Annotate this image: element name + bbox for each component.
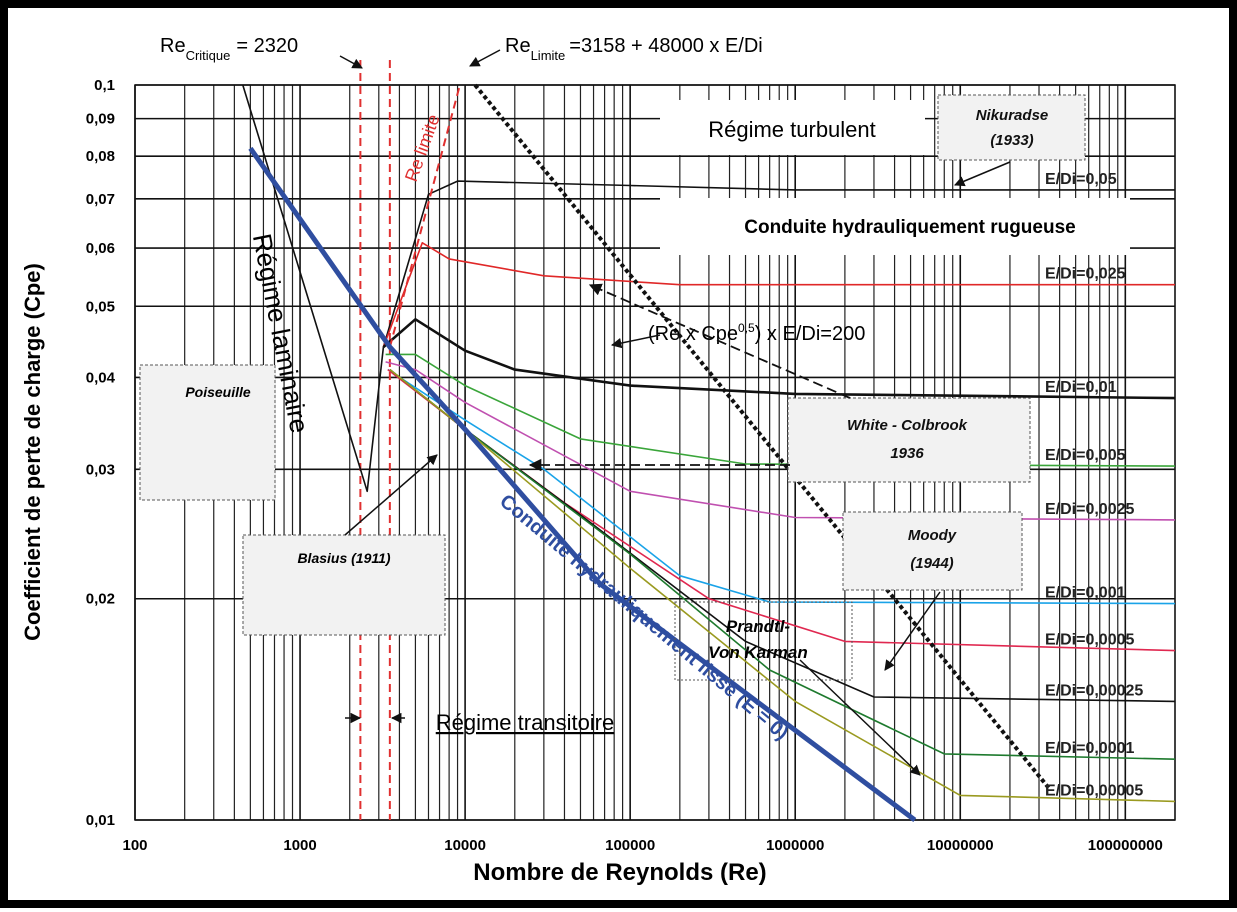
curve-label: E/Di=0,00005 bbox=[1045, 782, 1143, 799]
x-tick-label: 100000000 bbox=[1088, 837, 1163, 854]
sub: Critique bbox=[186, 48, 231, 63]
nikuradse-year: (1933) bbox=[990, 132, 1033, 149]
curve-label: E/Di=0,00025 bbox=[1045, 682, 1143, 699]
y-tick-label: 0,02 bbox=[86, 591, 115, 608]
sup: 0,5 bbox=[738, 321, 755, 335]
curve-label: E/Di=0,005 bbox=[1045, 447, 1126, 464]
formula: =3158 + 48000 x E/Di bbox=[569, 35, 762, 57]
curve-label: E/Di=0,0005 bbox=[1045, 632, 1135, 649]
arrow bbox=[954, 161, 1011, 187]
box bbox=[660, 100, 925, 155]
rugueuse: Conduite hydrauliquement rugueuse bbox=[744, 217, 1075, 238]
poiseuille: Poiseuille bbox=[185, 384, 251, 400]
box bbox=[787, 397, 1031, 483]
y-tick-label: 0,06 bbox=[86, 240, 115, 257]
arrow bbox=[588, 283, 851, 399]
blasius: Blasius (1911) bbox=[297, 550, 390, 566]
arrow bbox=[339, 55, 363, 69]
white-colbrook-year: 1936 bbox=[890, 445, 924, 462]
base: (Re x Cpe bbox=[648, 323, 738, 345]
curve-label: E/Di=0,001 bbox=[1045, 585, 1126, 602]
x-axis-title: Nombre de Reynolds (Re) bbox=[473, 859, 766, 886]
arrow bbox=[799, 659, 921, 776]
arrow bbox=[610, 334, 661, 349]
white-colbrook: White - Colbrook bbox=[847, 417, 968, 434]
re: Re bbox=[160, 35, 186, 57]
boundary-label: (Re x Cpe0,5) x E/Di=200 bbox=[648, 321, 865, 345]
plot-frame bbox=[134, 84, 1176, 821]
x-tick-label: 100 bbox=[122, 837, 147, 854]
x-tick-label: 100000 bbox=[605, 837, 655, 854]
von-karman: Von Karman bbox=[708, 643, 808, 662]
curve bbox=[382, 242, 1175, 348]
regime-turbulent: Régime turbulent bbox=[708, 117, 876, 142]
curve bbox=[248, 146, 917, 822]
y-tick-label: 0,01 bbox=[86, 812, 115, 829]
arrow bbox=[469, 49, 501, 67]
x-tick-label: 10000000 bbox=[927, 837, 994, 854]
nikuradse: Nikuradse bbox=[976, 107, 1049, 124]
moody-year: (1944) bbox=[910, 555, 953, 572]
re: Re bbox=[505, 35, 531, 57]
box bbox=[242, 534, 446, 636]
y-axis-title: Coefficient de perte de charge (Cpe) bbox=[20, 263, 45, 641]
regime-transitoire: Régime transitoire bbox=[436, 710, 615, 735]
y-tick-label: 0,1 bbox=[94, 77, 115, 94]
y-tick-label: 0,05 bbox=[86, 298, 115, 315]
prandtl: Prandtl- bbox=[726, 617, 791, 636]
curve bbox=[242, 84, 385, 493]
y-tick-label: 0,07 bbox=[86, 191, 115, 208]
y-tick-label: 0,04 bbox=[86, 369, 116, 386]
box bbox=[937, 94, 1086, 161]
re-limite: ReLimite =3158 + 48000 x E/Di bbox=[505, 35, 763, 63]
y-tick-label: 0,08 bbox=[86, 148, 115, 165]
box bbox=[842, 511, 1023, 591]
annotations: ReCritique = 2320 ReLimite =3158 + 48000 x… bbox=[20, 35, 1143, 886]
sub: Limite bbox=[531, 48, 566, 63]
box bbox=[139, 364, 276, 501]
x-tick-label: 1000 bbox=[283, 837, 316, 854]
curve-label: E/Di=0,01 bbox=[1045, 379, 1117, 396]
box bbox=[674, 601, 853, 681]
arrow bbox=[344, 454, 438, 536]
curve bbox=[389, 368, 1176, 803]
y-tick-label: 0,03 bbox=[86, 461, 115, 478]
x-tick-label: 1000000 bbox=[766, 837, 824, 854]
curve bbox=[473, 83, 1052, 791]
x-tick-label: 10000 bbox=[444, 837, 486, 854]
box bbox=[660, 198, 1130, 255]
curve-label: E/Di=0,025 bbox=[1045, 266, 1126, 283]
rest: ) x E/Di=200 bbox=[755, 323, 866, 345]
curve bbox=[382, 318, 1176, 400]
moody: Moody bbox=[908, 527, 957, 544]
value: = 2320 bbox=[236, 35, 298, 57]
curve-label: E/Di=0,05 bbox=[1045, 171, 1117, 188]
curve-label: E/Di=0,0025 bbox=[1045, 501, 1135, 518]
curve-label: E/Di=0,0001 bbox=[1045, 740, 1135, 757]
curve bbox=[382, 180, 1175, 348]
arrow bbox=[884, 591, 941, 671]
y-tick-label: 0,09 bbox=[86, 111, 115, 128]
curve bbox=[388, 84, 461, 348]
re-critique: ReCritique = 2320 bbox=[160, 35, 298, 63]
